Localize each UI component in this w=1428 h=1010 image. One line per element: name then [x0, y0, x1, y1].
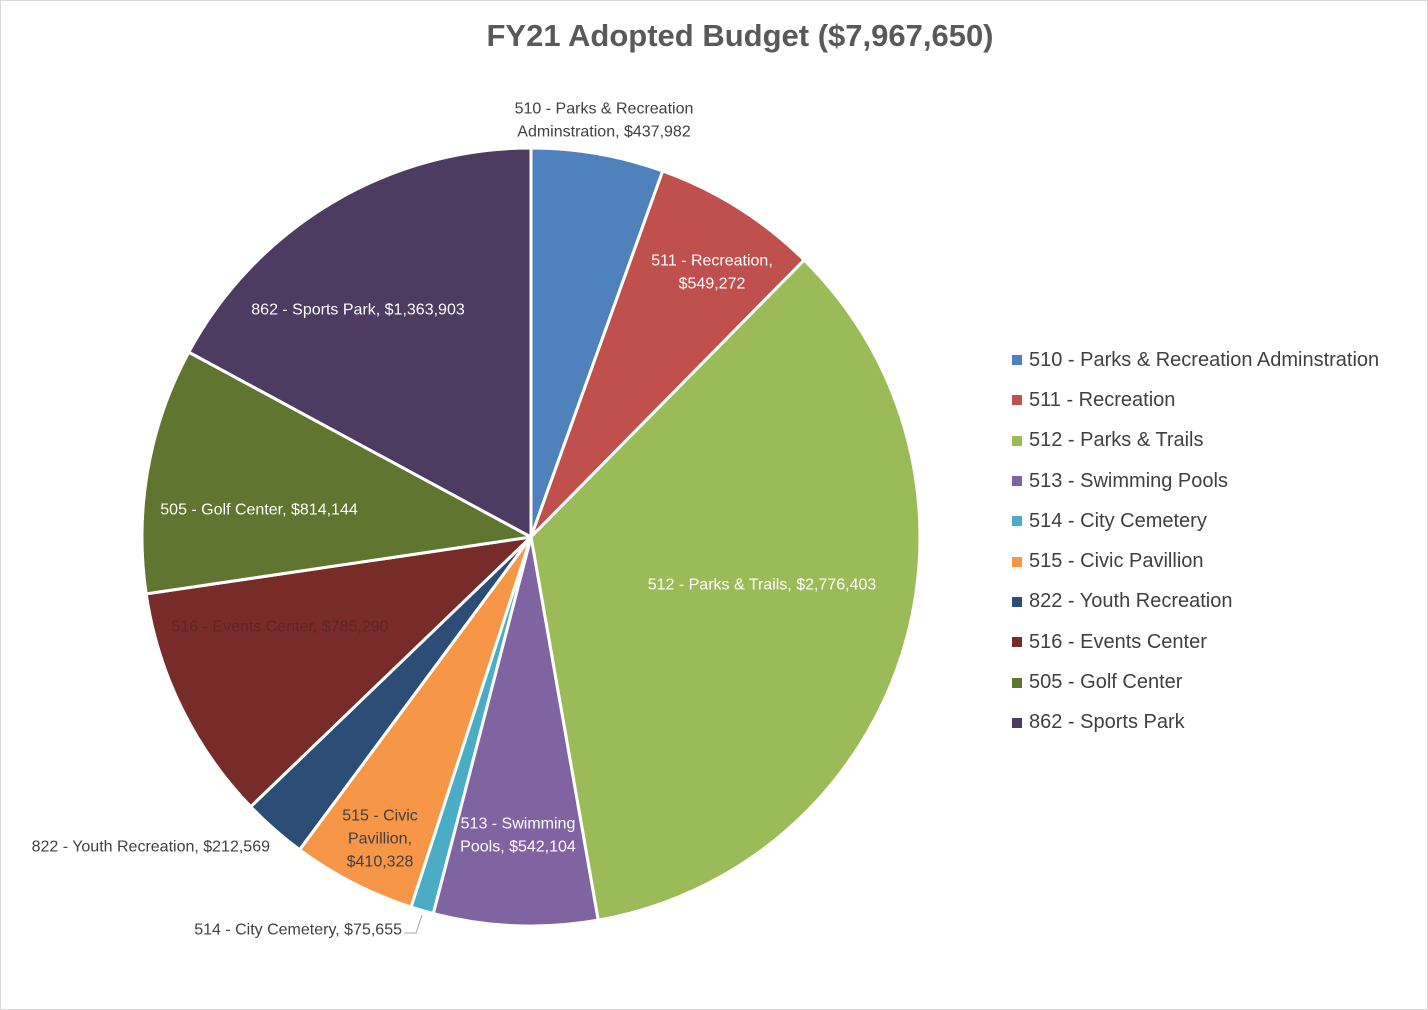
legend-item-511-recreation: 511 - Recreation — [1012, 380, 1379, 420]
legend-swatch — [1012, 717, 1022, 728]
chart-title: FY21 Adopted Budget ($7,967,650) — [486, 18, 994, 53]
pie-slice-513-swimming-pools — [431, 535, 600, 928]
legend-item-515-civic-pavillion: 515 - Civic Pavillion — [1012, 541, 1379, 581]
pie-slice-505-golf-center — [140, 350, 533, 596]
legend-swatch — [1012, 435, 1022, 446]
legend-label: 862 - Sports Park — [1029, 711, 1185, 734]
legend-swatch — [1012, 516, 1022, 527]
pie-slice-511-recreation — [529, 169, 806, 539]
legend-label: 505 - Golf Center — [1029, 671, 1183, 694]
legend-label: 511 - Recreation — [1029, 388, 1176, 411]
pie-slice-512-parks-and-trails — [529, 258, 922, 922]
legend-item-514-city-cemetery: 514 - City Cemetery — [1012, 501, 1379, 541]
legend-label: 513 - Swimming Pools — [1029, 469, 1228, 492]
data-label-822-youth-recreation: 822 - Youth Recreation, $212,569 — [32, 839, 271, 856]
chart-legend: 510 - Parks & Recreation Adminstration 51… — [1012, 340, 1379, 743]
data-label-511-recreation: 511 - Recreation, $549,272 — [651, 253, 773, 293]
data-label-515-civic-pavillion: 515 - Civic Pavillion, $410,328 — [342, 808, 418, 871]
data-label-505-golf-center: 505 - Golf Center, $814,144 — [160, 502, 358, 519]
legend-item-862-sports-park: 862 - Sports Park — [1012, 703, 1379, 743]
legend-label: 515 - Civic Pavillion — [1029, 550, 1204, 573]
legend-label: 510 - Parks & Recreation Adminstration — [1029, 348, 1380, 371]
legend-item-510-parks-and-recreation-adminstration: 510 - Parks & Recreation Adminstration — [1012, 340, 1379, 380]
legend-swatch — [1012, 596, 1022, 607]
legend-swatch — [1012, 395, 1022, 406]
pie-slice-510-parks-and-recreation-adminstration — [529, 146, 665, 539]
legend-swatch — [1012, 677, 1022, 688]
data-label-516-events-center: 516 - Events Center, $785,290 — [171, 619, 388, 636]
data-label-513-swimming-pools: 513 - Swimming Pools, $542,104 — [460, 816, 576, 856]
legend-swatch — [1012, 476, 1022, 487]
pie-slice-862-sports-park — [187, 146, 533, 539]
legend-label: 822 - Youth Recreation — [1029, 590, 1233, 613]
legend-swatch — [1012, 637, 1022, 648]
legend-item-512-parks-and-trails: 512 - Parks & Trails — [1012, 421, 1379, 461]
data-label-514-city-cemetery: 514 - City Cemetery, $75,655 — [194, 922, 402, 939]
legend-item-505-golf-center: 505 - Golf Center — [1012, 662, 1379, 702]
legend-item-822-youth-recreation: 822 - Youth Recreation — [1012, 582, 1379, 622]
leader-line-514-city-cemetery — [404, 914, 423, 934]
data-label-510-parks-and-recreation-adminstration: 510 - Parks & Recreation Adminstration, $… — [515, 101, 694, 141]
legend-item-516-events-center: 516 - Events Center — [1012, 622, 1379, 662]
data-label-512-parks-and-trails: 512 - Parks & Trails, $2,776,403 — [648, 577, 877, 594]
legend-label: 516 - Events Center — [1029, 630, 1207, 653]
pie-slice-516-events-center — [144, 535, 533, 809]
data-label-862-sports-park: 862 - Sports Park, $1,363,903 — [251, 302, 465, 319]
legend-label: 514 - City Cemetery — [1029, 509, 1207, 532]
legend-item-513-swimming-pools: 513 - Swimming Pools — [1012, 461, 1379, 501]
legend-swatch — [1012, 355, 1022, 366]
legend-label: 512 - Parks & Trails — [1029, 429, 1204, 452]
legend-swatch — [1012, 556, 1022, 567]
